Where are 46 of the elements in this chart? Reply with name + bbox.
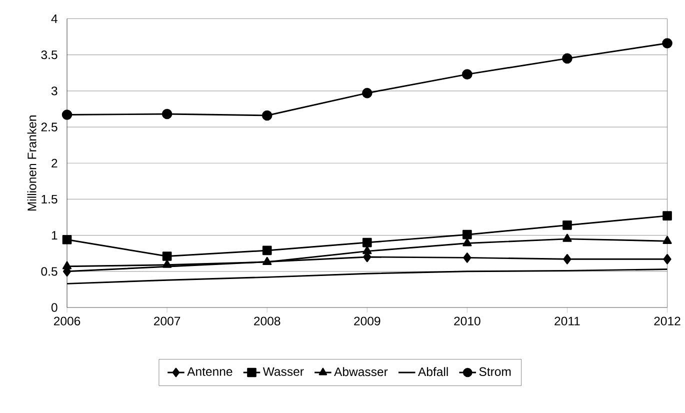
point: [663, 254, 672, 264]
point: [62, 110, 72, 120]
x-tick-label: 2009: [354, 316, 380, 326]
legend-label: Strom: [479, 367, 511, 376]
point: [662, 38, 672, 48]
y-tick-label: 2: [52, 158, 58, 168]
point: [262, 256, 272, 265]
point: [662, 211, 672, 221]
x-tick-label: 2011: [554, 316, 580, 326]
point: [62, 261, 72, 270]
x-tick-label: 2008: [254, 316, 280, 326]
point: [563, 254, 572, 264]
y-tick-label: 3: [51, 86, 58, 96]
y-tick-label: 0.5: [41, 267, 58, 276]
point: [362, 238, 372, 248]
point: [362, 246, 372, 254]
point: [462, 69, 472, 80]
point: [62, 234, 72, 244]
point: [162, 260, 172, 268]
x-tick-label: 2007: [154, 316, 180, 326]
x-tick-label: 2012: [654, 316, 680, 326]
x-tick-label: 2006: [54, 316, 80, 326]
point: [562, 53, 572, 64]
y-tick-label: 1.5: [42, 194, 58, 204]
point: [262, 110, 272, 121]
y-tick-label: 1: [52, 231, 58, 240]
point: [462, 238, 472, 246]
legend-label: Abwasser: [334, 367, 388, 376]
y-tick-label: 3.5: [41, 50, 58, 60]
y-tick-label: 4: [51, 14, 58, 23]
point: [462, 230, 472, 240]
point: [662, 236, 672, 244]
legend-label: Abfall: [418, 367, 448, 376]
point: [463, 252, 472, 263]
legend-label: Wasser: [262, 367, 304, 376]
y-tick-label: 0: [51, 303, 58, 312]
point: [562, 220, 572, 230]
y-tick-label: 2.5: [41, 122, 58, 132]
point: [262, 246, 272, 256]
point: [162, 252, 172, 261]
y-axis-title: Millionen Franken: [27, 116, 36, 211]
point: [362, 88, 372, 98]
point: [562, 234, 572, 242]
x-tick-label: 2010: [454, 316, 480, 326]
legend-label: Antenne: [187, 367, 232, 376]
point: [162, 108, 172, 120]
